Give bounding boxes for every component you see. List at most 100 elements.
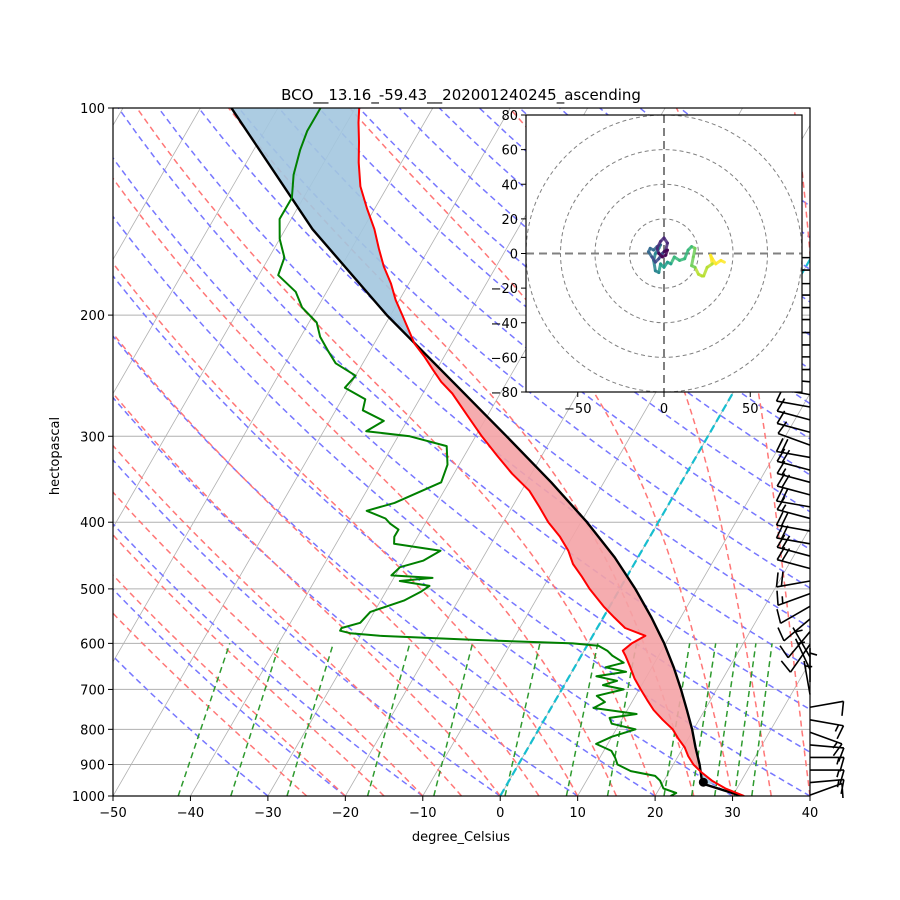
x-axis-label: degree_Celsius — [412, 830, 510, 845]
hodograph-y-tick-label: 0 — [510, 248, 518, 263]
wind-barb — [776, 546, 811, 570]
barb-flag — [841, 701, 845, 716]
x-tick-label: 0 — [496, 806, 504, 821]
y-tick-label: 800 — [80, 723, 105, 738]
y-axis-label: hectopascal — [48, 417, 63, 495]
y-tick-label: 500 — [80, 583, 105, 598]
x-axis-ticks: −50 −40 −30 −20 −10 0 10 20 30 40 — [99, 796, 818, 821]
barb-half-flag — [809, 652, 818, 656]
hodograph-trace — [646, 236, 726, 278]
x-tick-label: 20 — [647, 806, 664, 821]
wind-barb — [776, 590, 811, 607]
hodograph-inset: −50 0 50 −80 −60 −40 −20 0 20 40 60 80 — [491, 109, 803, 417]
barb-flag — [776, 496, 786, 511]
y-tick-label: 300 — [80, 430, 105, 445]
isotherm-gridline — [809, 795, 810, 796]
wind-barb — [776, 448, 811, 471]
hodograph-ticks: −50 0 50 −80 −60 −40 −20 0 20 40 60 80 — [491, 109, 759, 417]
chart-title: BCO__13.16_-59.43__202001240245_ascendin… — [281, 86, 641, 105]
mixing-ratio-line — [230, 643, 281, 796]
mixing-ratio-line — [713, 643, 739, 796]
surface-parcel-marker — [698, 777, 708, 787]
hodograph-y-tick-label: −60 — [491, 351, 518, 366]
barb-flag — [777, 421, 788, 434]
isotherm-gridline — [0, 108, 46, 796]
hodograph-y-tick-label: 40 — [501, 178, 518, 193]
barb-flag — [775, 524, 784, 539]
barb-half-flag — [781, 596, 784, 604]
hodograph-y-tick-label: −80 — [491, 386, 518, 401]
dry-adiabat — [117, 108, 810, 711]
barb-flag — [776, 410, 786, 424]
barb-shaft — [789, 643, 811, 673]
wind-barb — [810, 756, 845, 772]
moist-adiabat — [136, 108, 656, 796]
barb-flag — [839, 757, 845, 772]
barb-flag — [837, 747, 845, 762]
moist-adiabat — [113, 573, 346, 796]
barb-shaft — [809, 744, 844, 749]
mixing-ratio-line — [504, 643, 541, 796]
x-tick-label: −50 — [99, 806, 126, 821]
barb-flag — [839, 769, 845, 785]
barb-shaft — [777, 432, 811, 446]
barb-half-flag — [781, 468, 787, 476]
barb-flag — [776, 398, 786, 412]
wind-barb — [777, 421, 811, 446]
hodograph-x-tick-label: −50 — [564, 402, 591, 417]
mixing-ratio-line — [177, 643, 231, 796]
wind-barb — [776, 605, 811, 624]
moist-adiabat — [113, 533, 385, 796]
wind-barb — [776, 410, 811, 434]
barb-shaft — [776, 410, 811, 421]
barb-flag — [780, 512, 789, 527]
x-tick-label: −30 — [254, 806, 281, 821]
wind-barb — [776, 473, 811, 496]
cape-area — [412, 340, 701, 772]
y-tick-label: 1000 — [72, 790, 105, 805]
hodograph-y-tick-label: 60 — [501, 144, 518, 159]
wind-barb — [776, 398, 811, 421]
isotherm-gridline — [732, 661, 810, 796]
wind-barb — [794, 638, 811, 670]
x-tick-label: 30 — [724, 806, 741, 821]
mixing-ratio-line — [733, 643, 757, 796]
temperature-line — [357, 108, 745, 796]
barb-flag — [780, 525, 789, 540]
isotherm-gridline — [654, 526, 810, 796]
moist-adiabat — [113, 612, 308, 796]
isotherm-gridline — [113, 108, 356, 529]
dry-adiabat — [198, 108, 810, 629]
wind-barb — [809, 744, 845, 762]
barb-flag — [775, 511, 784, 526]
parcel-line — [230, 108, 743, 796]
cin-area — [231, 108, 414, 341]
wind-barb — [809, 778, 845, 795]
hodograph-x-tick-label: 50 — [742, 402, 759, 417]
barb-flag — [775, 438, 784, 452]
mixing-ratio-line — [690, 643, 717, 796]
hodograph-y-tick-label: −40 — [491, 317, 518, 332]
dry-adiabat — [113, 396, 579, 796]
barb-flag — [776, 546, 786, 561]
x-tick-label: −10 — [409, 806, 436, 821]
wind-barb — [803, 660, 813, 695]
x-tick-label: −20 — [332, 806, 359, 821]
x-tick-label: −40 — [177, 806, 204, 821]
barb-flag — [776, 448, 786, 462]
barb-flag — [841, 783, 844, 799]
y-tick-label: 100 — [80, 102, 105, 117]
barb-flag — [780, 571, 784, 587]
dry-adiabat — [113, 335, 656, 796]
barb-flag — [776, 473, 786, 487]
barb-half-flag — [797, 641, 806, 645]
hodograph-y-tick-label: 80 — [501, 109, 518, 124]
mixing-ratio-line — [366, 643, 411, 796]
hodograph-segment — [683, 248, 690, 261]
wind-barb — [776, 460, 811, 484]
mixing-ratio-line — [433, 643, 474, 796]
wind-barb — [775, 571, 811, 588]
wind-barb — [780, 643, 811, 673]
barb-shaft — [780, 605, 811, 624]
barb-flag — [781, 535, 791, 549]
